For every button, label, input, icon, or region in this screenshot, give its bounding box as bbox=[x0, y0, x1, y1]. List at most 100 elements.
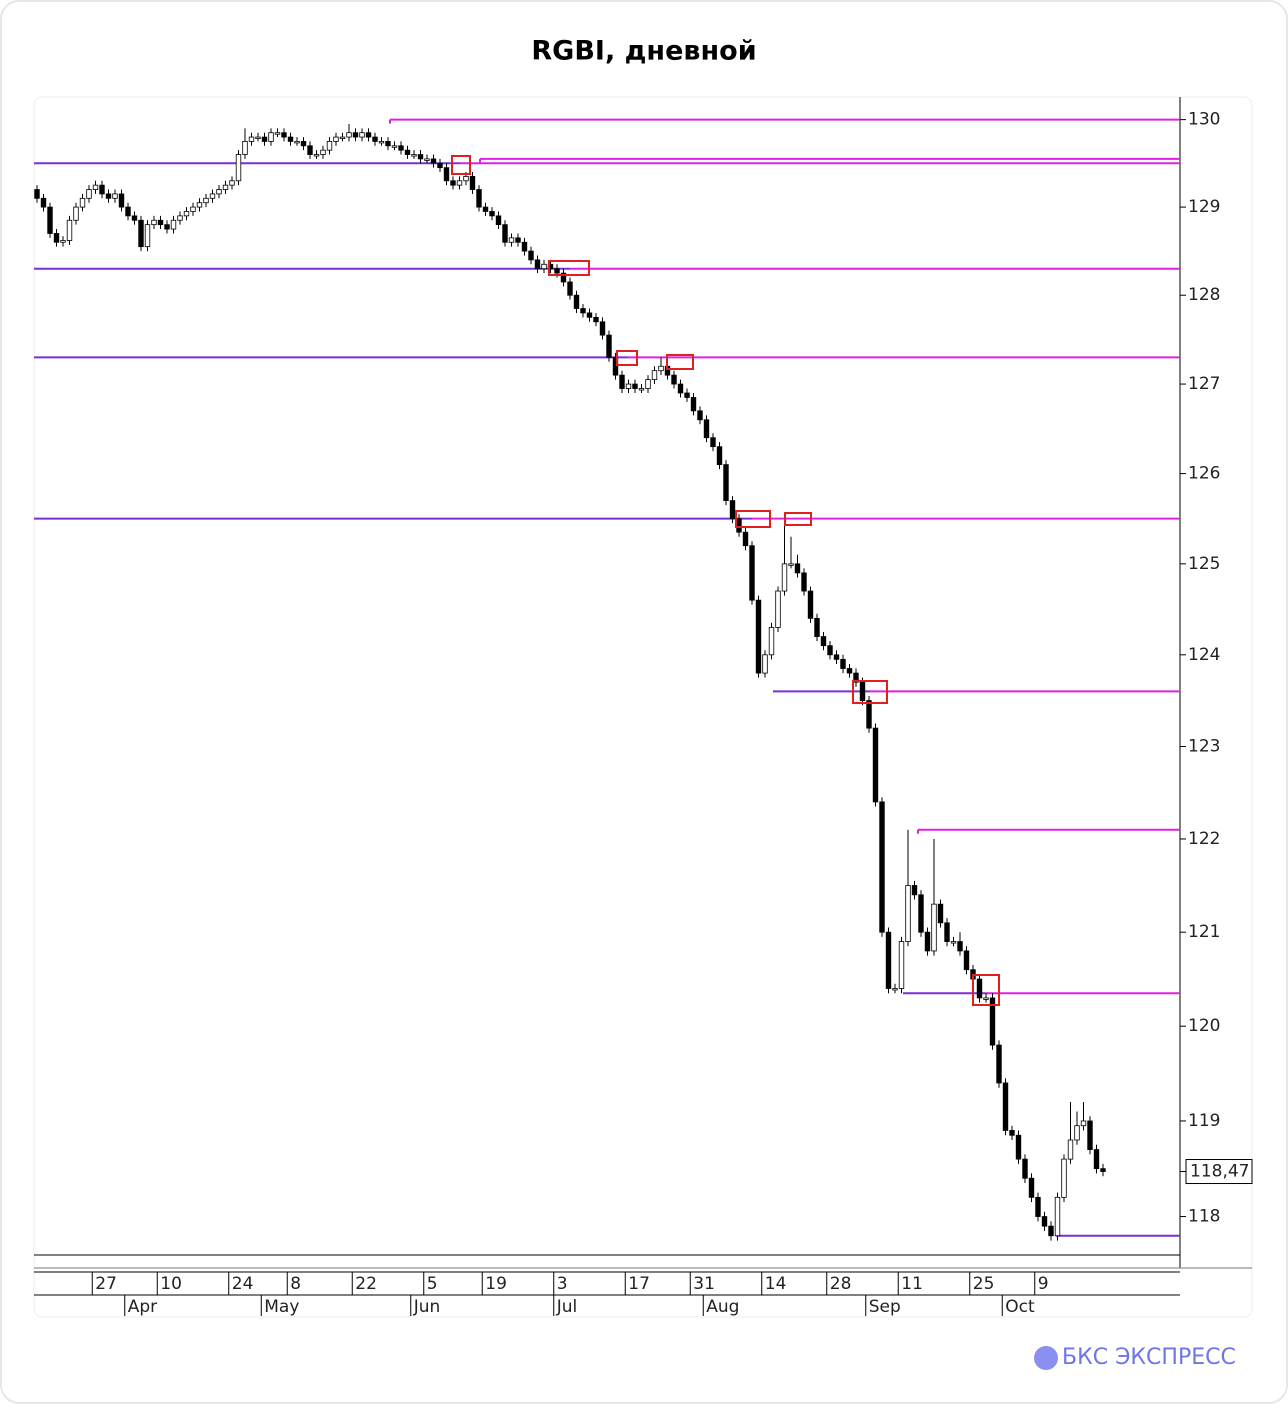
candle-body bbox=[281, 132, 287, 138]
candle-body bbox=[814, 617, 820, 637]
candle-body bbox=[768, 627, 775, 656]
y-tick-label: 121 bbox=[1188, 922, 1220, 942]
candle-body bbox=[469, 176, 476, 190]
candle-body bbox=[463, 176, 469, 182]
candle-body bbox=[723, 464, 729, 501]
y-tick-label: 130 bbox=[1188, 110, 1220, 130]
candle-body bbox=[593, 316, 599, 323]
candle-body bbox=[762, 654, 768, 674]
candle-body bbox=[261, 136, 268, 142]
candle-body bbox=[105, 193, 112, 199]
y-tick-label: 118 bbox=[1188, 1207, 1220, 1227]
candle-body bbox=[859, 681, 866, 701]
chart-title: RGBI, дневной bbox=[531, 36, 756, 67]
candle-body bbox=[541, 263, 547, 270]
candle-body bbox=[573, 294, 580, 309]
candle-body bbox=[157, 219, 164, 226]
candle-body bbox=[34, 189, 40, 199]
candle-body bbox=[92, 184, 99, 190]
candle-body bbox=[1087, 1120, 1093, 1150]
candle-body bbox=[404, 149, 411, 155]
y-tick-label: 123 bbox=[1188, 737, 1220, 757]
highlight-box bbox=[972, 974, 1000, 1006]
candle-body bbox=[339, 136, 346, 139]
candle-body bbox=[372, 136, 378, 142]
candle-body bbox=[729, 500, 736, 520]
candle-body bbox=[599, 321, 606, 336]
month-label: Sep bbox=[869, 1297, 901, 1317]
candle-body bbox=[560, 272, 567, 283]
last-price-label: 118,47 bbox=[1190, 1162, 1249, 1182]
candle-body bbox=[1015, 1134, 1022, 1160]
candle-body bbox=[957, 941, 963, 952]
candle-body bbox=[385, 141, 391, 147]
candle-body bbox=[73, 206, 79, 221]
candle-body bbox=[1067, 1139, 1074, 1160]
candle-body bbox=[853, 672, 859, 683]
candle-body bbox=[274, 132, 281, 135]
candle-body bbox=[749, 545, 755, 601]
candle-body bbox=[612, 356, 619, 376]
candle-body bbox=[515, 237, 521, 243]
candle-body bbox=[476, 189, 482, 208]
candle-body bbox=[118, 193, 125, 208]
highlight-box bbox=[735, 510, 771, 528]
candle-body bbox=[482, 206, 489, 212]
candle-body bbox=[963, 950, 970, 971]
y-tick-label: 125 bbox=[1188, 554, 1220, 574]
candle-body bbox=[840, 658, 846, 669]
x-tick-label: 5 bbox=[427, 1274, 438, 1294]
candle-body bbox=[235, 154, 242, 182]
candle-body bbox=[326, 141, 333, 151]
x-tick-label: 10 bbox=[160, 1274, 182, 1294]
candle-body bbox=[346, 132, 352, 138]
candle-body bbox=[1080, 1120, 1087, 1127]
candle-body bbox=[677, 383, 684, 394]
brand: БКС ЭКСПРЕСС bbox=[1062, 1345, 1236, 1370]
highlight-box bbox=[451, 155, 471, 175]
candle-body bbox=[99, 184, 105, 195]
candle-body bbox=[567, 281, 573, 296]
candle-body bbox=[931, 903, 937, 952]
candle-body bbox=[716, 446, 723, 466]
candle-body bbox=[1041, 1216, 1048, 1227]
candle-body bbox=[827, 645, 833, 656]
candle-body bbox=[606, 334, 612, 358]
candle-body bbox=[788, 563, 794, 566]
candle-body bbox=[138, 219, 144, 248]
x-tick-label: 19 bbox=[485, 1274, 507, 1294]
y-tick-label: 128 bbox=[1188, 285, 1220, 305]
candle-body bbox=[905, 885, 911, 942]
candle-body bbox=[391, 145, 398, 148]
month-label: Apr bbox=[128, 1297, 157, 1317]
x-tick-label: 24 bbox=[232, 1274, 254, 1294]
candle-body bbox=[996, 1044, 1002, 1084]
candle-body bbox=[950, 941, 957, 944]
candle-body bbox=[203, 197, 209, 204]
month-label: Jun bbox=[413, 1297, 441, 1317]
candle-body bbox=[125, 206, 131, 217]
candle-body bbox=[307, 145, 313, 155]
candle-body bbox=[53, 233, 60, 243]
highlight-box bbox=[784, 512, 812, 526]
candle-body bbox=[703, 419, 710, 439]
highlight-box bbox=[666, 354, 694, 370]
candle-body bbox=[671, 374, 677, 385]
candle-body bbox=[378, 141, 385, 144]
candle-body bbox=[164, 224, 170, 230]
candle-body bbox=[866, 700, 872, 729]
candle-body bbox=[502, 224, 508, 243]
candle-body bbox=[131, 215, 138, 221]
candle-body bbox=[1093, 1149, 1100, 1170]
candle-body bbox=[1048, 1225, 1054, 1237]
candle-body bbox=[268, 132, 274, 142]
candle-body bbox=[190, 206, 196, 212]
candle-body bbox=[456, 180, 463, 186]
x-tick-label: 17 bbox=[628, 1274, 650, 1294]
candle-body bbox=[489, 211, 495, 217]
candle-body bbox=[508, 237, 515, 243]
x-tick-label: 22 bbox=[355, 1274, 377, 1294]
candle-body bbox=[320, 149, 326, 155]
candle-body bbox=[755, 599, 762, 674]
candle-body bbox=[209, 193, 216, 199]
